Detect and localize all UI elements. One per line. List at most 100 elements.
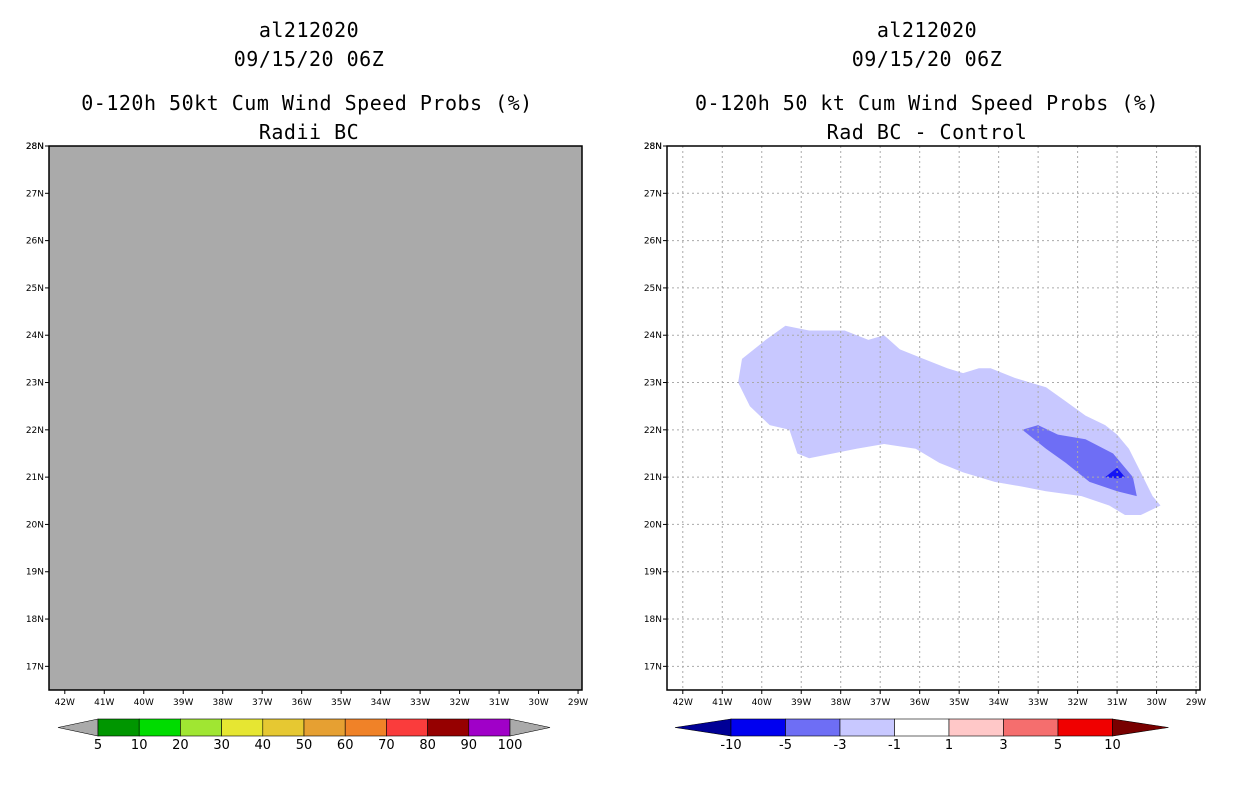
p1-contour-0: [738, 325, 1161, 515]
p0-colorbar-box-9: [468, 718, 511, 737]
p0-colorbar-box-4: [262, 718, 305, 737]
p1-colorbar-label-6: 5: [1054, 738, 1062, 753]
p1-x-tick-label-6: 36W: [910, 698, 930, 708]
p0-x-tick-label-3: 39W: [173, 698, 193, 708]
p0-x-tick-label-9: 33W: [410, 698, 430, 708]
p0-y-tick-label-6: 23N: [26, 379, 44, 389]
right-datetime: 09/15/20 06Z: [851, 47, 1003, 71]
p1-x-tick-label-9: 33W: [1028, 698, 1048, 708]
p0-x-tick-label-4: 38W: [213, 698, 233, 708]
p1-x-tick-label-5: 37W: [870, 698, 890, 708]
p1-y-tick-label-5: 22N: [644, 426, 662, 436]
p0-colorbar-label-2: 20: [172, 738, 189, 753]
p0-x-tick-label-0: 42W: [55, 698, 75, 708]
left-chart: 42W 41W 40W 39W 38W 37W 36W 35W 34W 33W 32W 31W 30W 2…: [26, 142, 589, 753]
right-panel: al212020 09/15/20 06Z 0-120h 50 kt Cum W…: [618, 0, 1236, 800]
p0-x-tick-label-7: 35W: [331, 698, 351, 708]
p0-x-tick-label-12: 30W: [528, 698, 548, 708]
p1-x-tick-label-0: 42W: [673, 698, 693, 708]
p0-x-tick-label-10: 32W: [449, 698, 469, 708]
p1-x-tick-label-2: 40W: [752, 698, 772, 708]
p0-colorbar-label-3: 30: [213, 738, 230, 753]
p1-colorbar-box-3: [894, 718, 950, 737]
p0-x-tick-label-13: 29W: [568, 698, 588, 708]
p1-x-tick-label-10: 32W: [1067, 698, 1087, 708]
right-chart-subtitle: Rad BC - Control: [826, 120, 1028, 144]
p1-x-tick-label-8: 34W: [988, 698, 1008, 708]
p1-x-tick-label-7: 35W: [949, 698, 969, 708]
p1-colorbar-label-5: 3: [999, 738, 1007, 753]
p1-colorbar-label-4: 1: [945, 738, 953, 753]
p1-x-tick-label-3: 39W: [791, 698, 811, 708]
left-panel: al212020 09/15/20 06Z 0-120h 50kt Cum Wi…: [26, 18, 589, 753]
p1-y-tick-label-9: 26N: [644, 237, 662, 247]
p0-y-tick-label-4: 21N: [26, 473, 44, 483]
p1-colorbar-label-0: -10: [720, 738, 741, 753]
left-chart-subtitle: Radii BC: [258, 120, 360, 144]
p1-y-tick-label-0: 17N: [644, 662, 662, 672]
p1-y-tick-label-10: 27N: [644, 189, 662, 199]
p1-colorbar-box-2: [839, 718, 895, 737]
right-storm-id: al212020: [876, 18, 978, 42]
p1-x-tick-label-13: 29W: [1186, 698, 1206, 708]
p1-x-tick-label-12: 30W: [1146, 698, 1166, 708]
p0-y-tick-label-3: 20N: [26, 520, 44, 530]
left-chart-title: 0-120h 50kt Cum Wind Speed Probs (%): [81, 91, 533, 115]
p0-colorbar-label-5: 50: [296, 738, 313, 753]
p1-y-tick-label-top: 28N: [644, 142, 662, 152]
p1-colorbar-label-2: -3: [834, 738, 847, 753]
p1-y-tick-label-8: 25N: [644, 284, 662, 294]
p0-x-tick-label-8: 34W: [370, 698, 390, 708]
right-chart: 42W 41W 40W 39W 38W 37W 36W 35W 34W 33W 32W 31W 30W 2…: [644, 142, 1207, 753]
p0-colorbar: 5 10 20 30 40 50 60 70 80 90 100: [57, 718, 551, 753]
p1-y-tick-label-7: 24N: [644, 331, 662, 341]
p1-colorbar-box-5: [1003, 718, 1059, 737]
p0-colorbar-arrow-low: [57, 718, 99, 737]
p0-colorbar-box-5: [303, 718, 346, 737]
p0-y-tick-label-1: 18N: [26, 615, 44, 625]
p0-y-tick-label-top: 28N: [26, 142, 44, 152]
p0-y-tick-label-7: 24N: [26, 331, 44, 341]
p1-colorbar: -10 -5 -3 -1 1 3 5 10: [674, 718, 1169, 753]
p1-contour-1: [1022, 425, 1137, 497]
p0-x-tick-label-5: 37W: [252, 698, 272, 708]
p0-colorbar-label-6: 60: [337, 738, 354, 753]
p0-x-tick-label-1: 41W: [94, 698, 114, 708]
p0-y-tick-label-11: 28N: [26, 142, 44, 152]
p0-y-tick-label-0: 17N: [26, 662, 44, 672]
p1-contour-2: [1105, 467, 1125, 479]
p1-y-tick-label-1: 18N: [644, 615, 662, 625]
p1-colorbar-arrow-low: [674, 718, 732, 737]
p0-plot-frame: [48, 145, 583, 691]
p0-colorbar-box-7: [386, 718, 428, 737]
p1-colorbar-box-0: [730, 718, 786, 737]
p1-x-tick-label-11: 31W: [1107, 698, 1127, 708]
p1-y-tick-label-6: 23N: [644, 379, 662, 389]
p0-colorbar-box-2: [180, 718, 222, 737]
p0-colorbar-box-0: [97, 718, 140, 737]
p0-colorbar-label-1: 10: [131, 738, 148, 753]
p0-colorbar-label-10: 100: [498, 738, 523, 753]
p1-y-tick-label-2: 19N: [644, 568, 662, 578]
p0-y-tick-label-8: 25N: [26, 284, 44, 294]
p1-x-tick-label-4: 38W: [831, 698, 851, 708]
p1-y-tick-label-11: 28N: [644, 142, 662, 152]
right-chart-title: 0-120h 50 kt Cum Wind Speed Probs (%): [694, 91, 1160, 115]
p1-colorbar-arrow-high: [1112, 718, 1169, 737]
left-datetime: 09/15/20 06Z: [233, 47, 385, 71]
p1-colorbar-box-6: [1057, 718, 1113, 737]
p1-plot-frame: [666, 145, 1201, 691]
p1-y-tick-label-4: 21N: [644, 473, 662, 483]
p0-x-tick-label-11: 31W: [489, 698, 509, 708]
p1-colorbar-label-7: 10: [1104, 738, 1121, 753]
p0-y-tick-label-2: 19N: [26, 568, 44, 578]
left-storm-id: al212020: [258, 18, 360, 42]
p1-colorbar-box-1: [785, 718, 841, 737]
p0-colorbar-box-1: [138, 718, 181, 737]
p0-y-tick-label-5: 22N: [26, 426, 44, 436]
p0-colorbar-box-3: [221, 718, 264, 737]
p0-colorbar-label-0: 5: [94, 738, 102, 753]
p0-x-tick-label-2: 40W: [134, 698, 154, 708]
p0-y-tick-label-10: 27N: [26, 189, 44, 199]
p1-y-tick-label-3: 20N: [644, 520, 662, 530]
